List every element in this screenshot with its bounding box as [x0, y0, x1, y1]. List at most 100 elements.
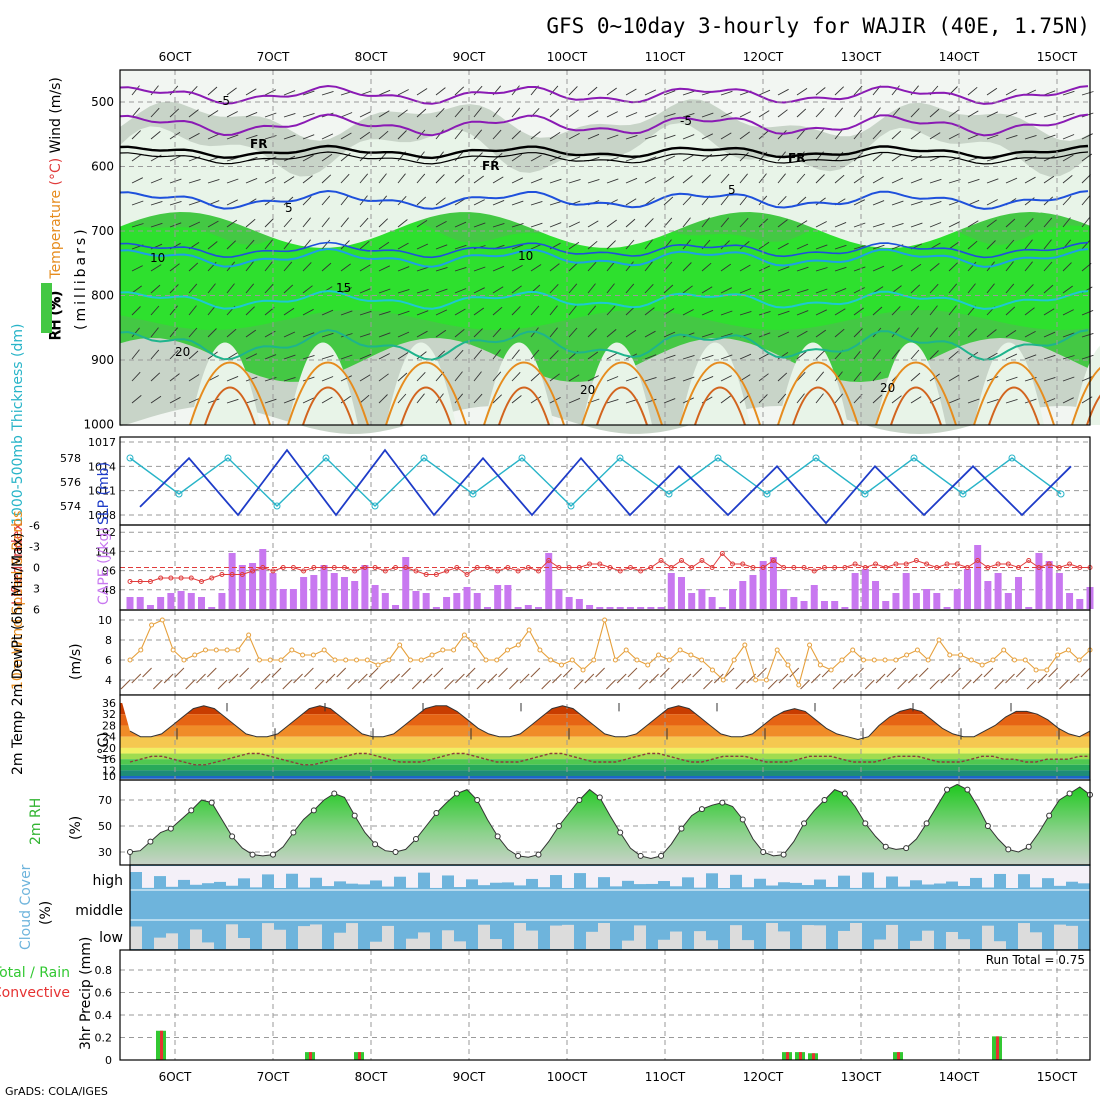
- wind-barb: [929, 283, 939, 294]
- cape-tick-label: 192: [95, 526, 116, 539]
- cloud-high-gap: [430, 866, 442, 888]
- cloud-high-gap: [1018, 866, 1030, 875]
- rh-plume: [974, 342, 1044, 425]
- cloud-high-gap: [418, 866, 430, 873]
- wind-barb: [967, 375, 979, 382]
- li-point: [250, 568, 256, 574]
- contour-25: [777, 361, 859, 426]
- wind-barb: [416, 393, 425, 404]
- thickness-point: [959, 490, 967, 498]
- wind-barb: [131, 371, 141, 382]
- wind-barb: [302, 397, 315, 404]
- li-point: [781, 565, 787, 570]
- li-point: [1046, 561, 1052, 567]
- wind-barb: [644, 307, 655, 316]
- wind-barb: [701, 174, 712, 184]
- wind-barb: [511, 371, 521, 382]
- wind-barb: [701, 112, 714, 118]
- wind-barb: [435, 87, 446, 96]
- wind-speed-point: [537, 647, 543, 653]
- wind10m-barb: [206, 667, 217, 678]
- cloud-high-gap: [478, 866, 490, 886]
- temp-band: [120, 770, 1090, 776]
- rh-point: [637, 852, 644, 859]
- wind-barb: [511, 177, 523, 184]
- cloud-high-gap: [910, 866, 922, 881]
- wind-barb: [587, 328, 597, 338]
- wind-barb: [207, 220, 219, 228]
- x-tick-labels-bottom: 6OCT 7OCT 8OCT 9OCT 10OCT 11OCT 12OCT 13OCT 14OC…: [159, 1070, 1078, 1084]
- li-point: [719, 551, 725, 556]
- wind-barb: [416, 88, 428, 96]
- li-point: [454, 565, 460, 570]
- wind-barb: [321, 332, 334, 338]
- wind-speed-point: [645, 662, 651, 668]
- cape-bar: [912, 593, 920, 609]
- cloud-high-gap: [634, 866, 646, 885]
- wind-barb: [606, 87, 617, 96]
- wind-barb: [720, 195, 729, 206]
- wind-barb: [340, 287, 352, 294]
- cloud-high-gap: [706, 866, 718, 874]
- wind-barb: [644, 330, 656, 338]
- wind10m-barb: [951, 667, 961, 678]
- wind-barb: [283, 261, 293, 272]
- contour-25: [1071, 367, 1100, 426]
- wind-barb: [226, 240, 237, 250]
- rh-point: [984, 823, 991, 829]
- wind-barb: [967, 240, 978, 250]
- wind-barb: [644, 376, 657, 382]
- cape-bar: [708, 597, 716, 609]
- cloud-low-gap: [874, 939, 886, 949]
- wind10m-barb: [929, 679, 940, 690]
- wind-barb: [321, 376, 334, 382]
- cape-bar: [596, 607, 604, 609]
- wind-barb: [264, 177, 276, 184]
- wind-speed-point: [882, 657, 888, 663]
- cape-bar: [759, 561, 767, 609]
- li-point: [883, 565, 889, 570]
- li-point: [209, 575, 215, 581]
- cloud-ylabel: Cloud Cover: [18, 864, 34, 950]
- li-point: [290, 565, 296, 570]
- wind-barb: [416, 310, 429, 316]
- wind-barb: [967, 133, 980, 140]
- contour-minus5: [119, 84, 1089, 105]
- wind-barb: [1005, 261, 1014, 272]
- contour-label: FR: [250, 137, 267, 151]
- cloud-high-gap: [946, 866, 958, 882]
- wind-speed-point: [138, 647, 144, 653]
- wind-barb: [777, 195, 787, 206]
- wind-barb: [644, 398, 657, 404]
- wind-barb: [321, 262, 332, 272]
- wind-barb: [834, 266, 847, 272]
- thickness-point: [763, 490, 771, 498]
- slp-tick-label: 1011: [88, 485, 116, 498]
- cape-tick-label: 144: [95, 545, 116, 558]
- wind-barb: [302, 196, 312, 206]
- precip-convective-bar: [897, 1052, 900, 1060]
- li-point: [556, 565, 562, 570]
- li-point: [188, 575, 194, 581]
- wind-barb: [378, 89, 391, 96]
- cloud-low-gap: [706, 940, 718, 949]
- wind-speed-point: [1001, 647, 1007, 653]
- wind-barb: [454, 174, 465, 184]
- contour-30: [302, 386, 354, 426]
- wind-barb: [264, 89, 276, 96]
- cloud-high-gap: [994, 866, 1006, 874]
- cloud-low-gap: [994, 941, 1006, 949]
- wind-barb: [644, 354, 657, 360]
- wind-barb: [226, 199, 238, 206]
- cloud-low-gap: [154, 937, 166, 949]
- wind10m-barb: [1069, 673, 1080, 684]
- wind-tick-label: 4: [105, 674, 112, 687]
- wind-barb: [245, 399, 258, 404]
- wind-barb: [796, 330, 808, 338]
- wind-barb: [796, 371, 806, 382]
- wind-speed-point: [300, 652, 306, 658]
- wind-barb: [340, 195, 349, 206]
- wind10m-barb: [724, 667, 735, 678]
- wind10m-barb: [368, 667, 379, 678]
- cape-bar: [892, 593, 900, 609]
